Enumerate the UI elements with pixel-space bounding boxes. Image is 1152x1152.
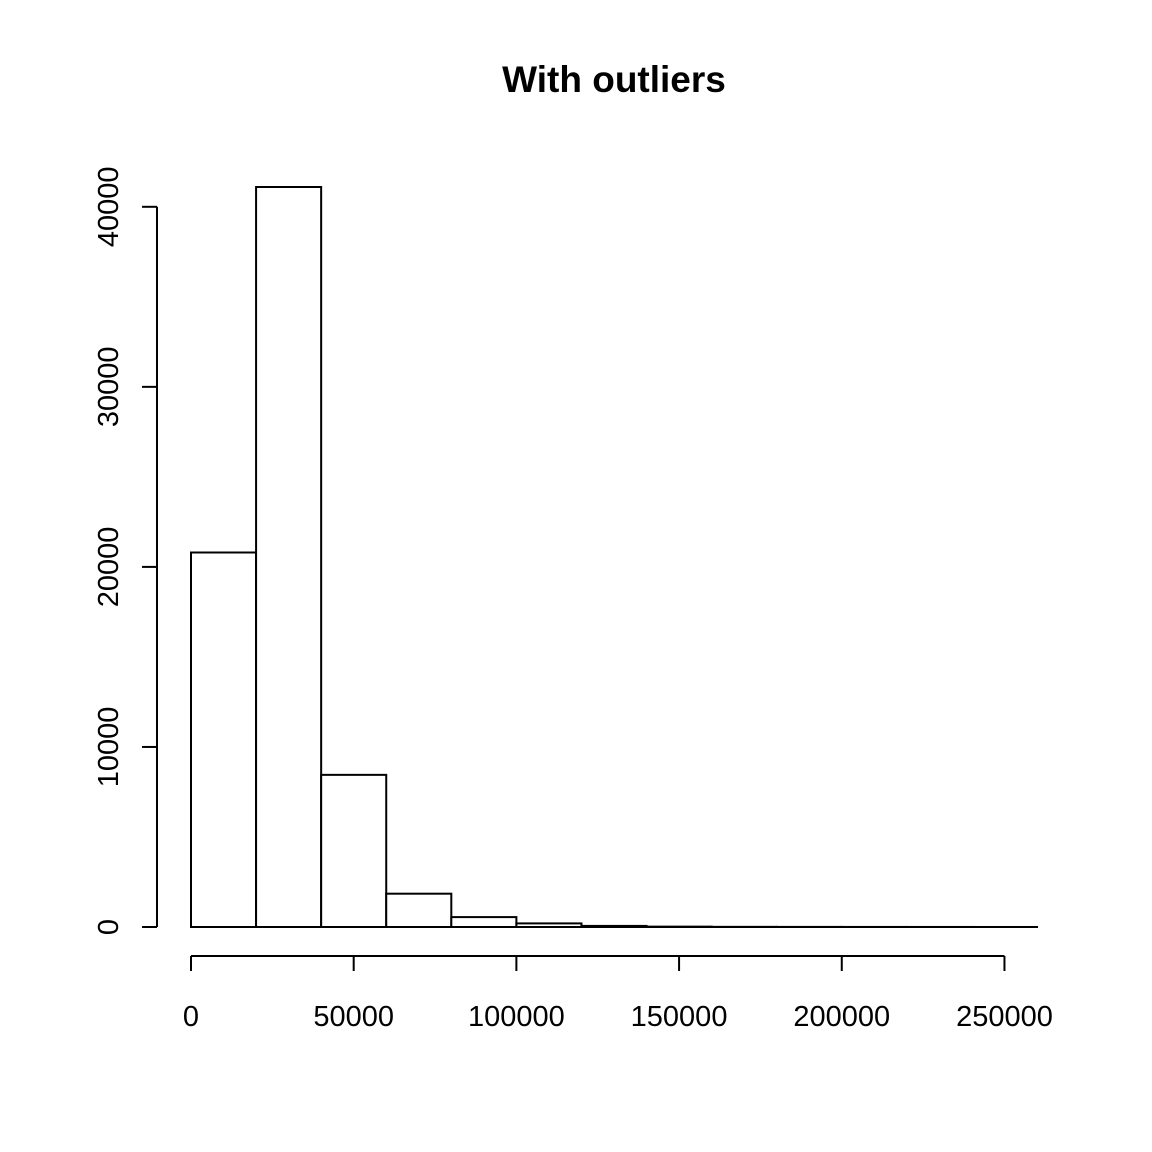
histogram-bar: [190, 551, 258, 928]
histogram-bar: [515, 922, 583, 929]
y-tick-label: 10000: [93, 707, 125, 788]
x-tick-label: 50000: [313, 1001, 394, 1033]
x-tick-label: 100000: [468, 1001, 565, 1033]
histogram-bar: [320, 773, 388, 928]
y-tick-label: 40000: [93, 166, 125, 247]
y-tick-label: 30000: [93, 347, 125, 428]
histogram-bar: [580, 924, 648, 928]
histogram-bar: [255, 186, 323, 928]
y-tick-label: 20000: [93, 527, 125, 608]
x-tick-label: 150000: [631, 1001, 728, 1033]
histogram-bar: [385, 892, 453, 928]
y-tick-label: 0: [93, 919, 125, 935]
histogram-bar: [450, 916, 518, 929]
x-tick-label: 0: [183, 1001, 199, 1033]
x-axis: 0 50000 100000 150000 200000 250000: [183, 955, 1053, 1033]
x-tick-label: 250000: [956, 1001, 1053, 1033]
y-axis: 0 10000 20000 30000 40000: [93, 166, 158, 935]
bars-group: [190, 186, 1039, 929]
chart-title: With outliers: [502, 59, 726, 100]
x-tick-label: 200000: [793, 1001, 890, 1033]
